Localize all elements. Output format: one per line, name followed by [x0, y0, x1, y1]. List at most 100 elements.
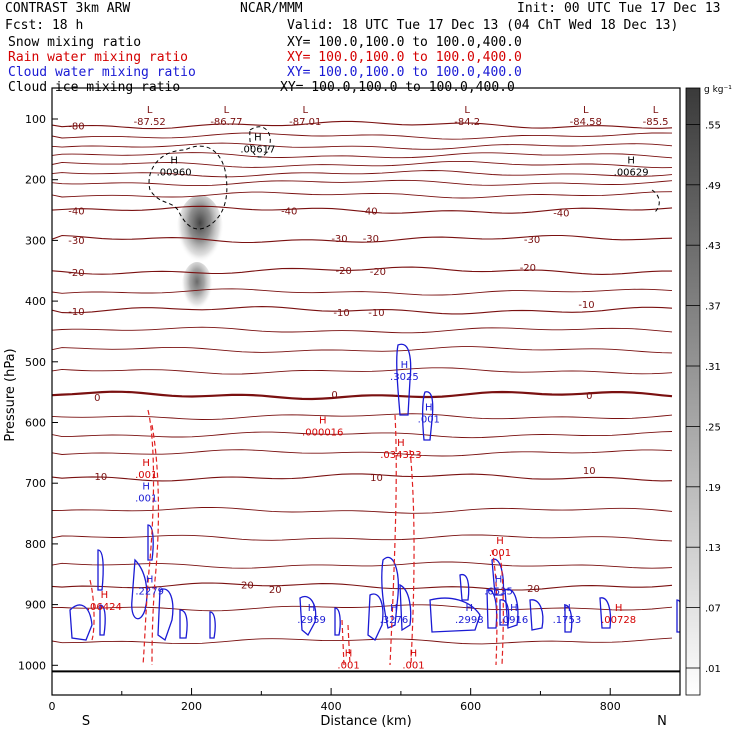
low-value-label: -85.5	[643, 117, 669, 128]
isotherm-10	[52, 473, 673, 482]
low-marker: L	[303, 105, 309, 116]
isotherm-line	[52, 346, 673, 354]
maximum-marker: H	[308, 603, 316, 614]
isotherm-line	[52, 160, 673, 169]
maximum-value-label: .06424	[87, 602, 122, 613]
isotherm-label: 20	[527, 584, 540, 595]
isotherm--10	[52, 306, 673, 315]
isotherm-label: -20	[68, 268, 84, 279]
isotherm-label: -30	[331, 234, 347, 245]
maximum-value-label: .3025	[390, 372, 419, 383]
maximum-value-label: .001	[489, 548, 511, 559]
colorbar-tick-label: .55	[705, 120, 721, 131]
low-marker: L	[464, 105, 470, 116]
maximum-value-label: .00617	[240, 145, 275, 156]
colorbar-tick-label: .07	[705, 604, 721, 615]
colorbar-tick-label: .31	[705, 362, 721, 373]
maximum-marker: H	[510, 603, 518, 614]
y-axis: 100 200 300 400 500 600 700 800 900 1000	[18, 113, 58, 672]
isotherm-label: -10	[368, 308, 384, 319]
maximum-marker: H	[397, 438, 405, 449]
field-label-snow: Snow mixing ratio	[8, 35, 142, 50]
valid-time: Valid: 18 UTC Tue 17 Dec 13 (04 ChT Wed …	[287, 18, 679, 33]
maximum-value-label: .2998	[455, 615, 484, 626]
maximum-marker: H	[466, 603, 474, 614]
colorbar-tick-label: .25	[705, 422, 721, 433]
isotherm-line	[52, 142, 673, 150]
maximum-marker: H	[345, 649, 353, 660]
maximum-marker: H	[615, 603, 623, 614]
maximum-marker: H	[146, 574, 154, 585]
isotherm-label: 20	[241, 581, 254, 592]
low-marker: L	[583, 105, 589, 116]
maximum-marker: H	[495, 574, 503, 585]
colorbar-tick-label: .01	[705, 664, 721, 675]
x-tick-label: 200	[181, 700, 202, 713]
isotherm-line	[52, 506, 673, 514]
isotherm-line	[52, 449, 673, 457]
low-value-label: -86.77	[210, 117, 242, 128]
isotherm-label: -10	[68, 307, 84, 318]
annotations: -80 -40 -40 -40 -40 -30 -30 -30 -30 -20 -20 -20 -20 -…	[68, 105, 668, 672]
isotherm-label: -40	[281, 207, 297, 218]
colorbar-tick-label: .19	[705, 483, 721, 494]
isotherm-line	[52, 191, 673, 199]
isotherm-label: 10	[583, 466, 596, 477]
x-tick-label: 800	[600, 700, 621, 713]
isotherm-label: 10	[94, 472, 107, 483]
low-marker: L	[224, 105, 230, 116]
plot-frame	[51, 87, 681, 696]
y-axis-label: Pressure (hPa)	[3, 348, 18, 441]
maximum-value-label: .001	[135, 494, 157, 505]
isotherm-label: 0	[586, 391, 592, 402]
maximum-value-label: .001	[418, 415, 440, 426]
field-xy-cloud-water: XY= 100.0,100.0 to 100.0,400.0	[287, 65, 522, 80]
low-value-label: -87.01	[289, 117, 321, 128]
isotherm-line	[52, 534, 673, 542]
field-xy-snow: XY= 100.0,100.0 to 100.0,400.0	[287, 35, 522, 50]
maximum-marker: H	[390, 603, 398, 614]
isotherm-label: 10	[370, 473, 383, 484]
maximum-marker: H	[425, 403, 433, 414]
isotherm-line	[52, 170, 673, 178]
maximum-marker: H	[401, 360, 409, 371]
maximum-value-label: .034323	[380, 450, 421, 461]
isotherm-line	[52, 431, 673, 439]
isotherm--30	[52, 234, 673, 244]
maximum-value-label: .6535	[484, 586, 513, 597]
maximum-marker: H	[142, 482, 150, 493]
isotherm-line	[52, 326, 673, 334]
low-value-label: -87.52	[134, 117, 166, 128]
x-tick-label: 600	[460, 700, 481, 713]
init-time: Init: 00 UTC Tue 17 Dec 13	[517, 1, 721, 16]
isotherm-label: -10	[333, 308, 349, 319]
model-title: CONTRAST 3km ARW	[5, 1, 131, 16]
x-axis-label: Distance (km)	[320, 714, 411, 729]
snow-plume	[176, 195, 224, 275]
isotherm--80	[52, 120, 673, 130]
field-xy-rain: XY= 100.0,100.0 to 100.0,400.0	[287, 50, 522, 65]
maximum-value-label: .001	[337, 661, 359, 672]
y-tick-label: 100	[25, 113, 46, 126]
maximum-marker: H	[254, 133, 262, 144]
x-tick-label: 0	[49, 700, 56, 713]
field-label-rain: Rain water mixing ratio	[8, 50, 189, 65]
colorbar-tick-label: .37	[705, 302, 721, 313]
maximum-value-label: .3276	[380, 615, 409, 626]
maximum-value-label: .00960	[157, 168, 192, 179]
south-label: S	[82, 714, 90, 729]
isotherm-label: -30	[524, 235, 540, 246]
maximum-value-label: .0916	[500, 615, 529, 626]
maximum-value-label: .2279	[135, 586, 164, 597]
isotherm-label: -20	[520, 263, 536, 274]
colorbar-tick-label: .13	[705, 543, 721, 554]
isotherm-label: -30	[68, 236, 84, 247]
institution: NCAR/MMM	[240, 1, 303, 16]
isotherm-line	[52, 413, 673, 420]
colorbar-gradient	[685, 87, 701, 696]
isotherm-label: -80	[68, 122, 84, 133]
y-tick-label: 600	[25, 417, 46, 430]
isotherm-20	[52, 582, 673, 591]
maximum-marker: H	[410, 649, 418, 660]
